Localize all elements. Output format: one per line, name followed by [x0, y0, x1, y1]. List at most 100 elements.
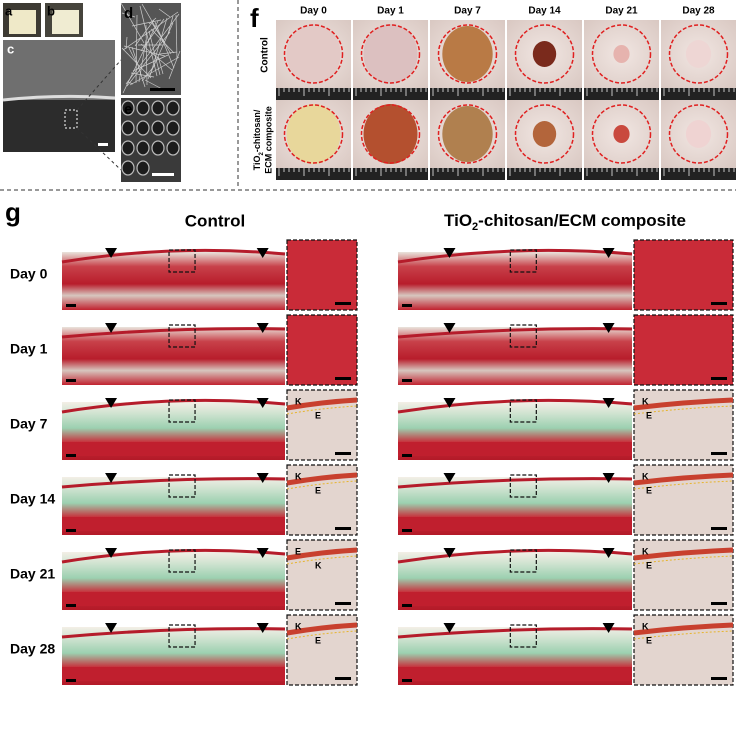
column-header: Control — [185, 211, 245, 230]
row-label: TiO2-chitosan/ — [252, 109, 264, 170]
layer-marker: E — [315, 485, 321, 495]
wound — [685, 120, 712, 148]
layer-marker: K — [642, 546, 649, 556]
pore — [151, 100, 165, 116]
scaffold — [52, 10, 79, 34]
ruler — [507, 168, 582, 180]
histology-surface — [397, 548, 633, 564]
arrowhead — [443, 473, 456, 483]
sem-surface — [2, 94, 116, 102]
row-label: Day 28 — [10, 641, 55, 657]
fiber — [148, 30, 161, 76]
layer-marker: E — [315, 410, 321, 420]
epidermis — [286, 397, 358, 411]
zoom-line — [76, 127, 122, 171]
zoom-box — [168, 399, 196, 423]
panel-label: e — [124, 101, 132, 118]
histology-surface — [61, 548, 286, 564]
histology-surface — [397, 477, 633, 489]
scale-bar — [711, 377, 727, 380]
layer-marker: K — [642, 396, 649, 406]
arrowhead — [443, 248, 456, 258]
histology-surface — [397, 248, 633, 264]
wound — [363, 104, 418, 164]
epidermis-line — [633, 555, 734, 565]
muscle — [398, 517, 632, 531]
fiber — [145, 24, 148, 86]
wound — [363, 24, 418, 84]
ruler — [661, 88, 736, 100]
scale-bar — [66, 529, 76, 532]
histology-surface — [61, 477, 286, 489]
scale-bar — [402, 454, 412, 457]
panel-label: g — [5, 197, 21, 227]
layer-marker: K — [642, 471, 649, 481]
zoom-box — [509, 399, 537, 423]
pore — [121, 100, 135, 116]
zoom-box — [168, 324, 196, 348]
arrowhead — [256, 323, 269, 333]
epidermis — [286, 472, 358, 486]
arrowhead — [602, 398, 615, 408]
histology-surface — [397, 627, 633, 639]
scale-bar — [402, 679, 412, 682]
fiber — [132, 54, 169, 72]
epidermis — [286, 622, 358, 636]
wound — [532, 41, 557, 67]
fiber — [148, 17, 157, 25]
epidermis-line — [633, 630, 734, 640]
arrowhead — [602, 623, 615, 633]
epidermis — [633, 547, 734, 561]
histology — [62, 327, 285, 385]
fiber — [159, 51, 178, 55]
scale-bar — [711, 302, 727, 305]
scale-bar — [335, 377, 351, 380]
ruler — [584, 88, 659, 100]
label-part: TiO — [444, 211, 472, 230]
arrowhead — [602, 473, 615, 483]
pore — [136, 120, 150, 136]
arrowhead — [105, 623, 118, 633]
arrowhead — [443, 323, 456, 333]
pore — [136, 140, 150, 156]
fiber — [154, 21, 175, 69]
scale-bar — [66, 679, 76, 682]
histology — [398, 327, 632, 385]
arrowhead — [105, 398, 118, 408]
wound-outline — [514, 104, 575, 164]
ruler — [353, 168, 428, 180]
panel-label: f — [250, 3, 259, 33]
scale-bar — [711, 677, 727, 680]
wound — [442, 106, 493, 162]
scale-bar — [66, 604, 76, 607]
wound-outline — [360, 24, 421, 84]
wound — [442, 26, 493, 82]
wound-outline — [591, 24, 652, 84]
arrowhead — [105, 248, 118, 258]
panel-label: b — [47, 3, 55, 18]
scale-bar — [335, 527, 351, 530]
ruler — [584, 168, 659, 180]
arrowhead — [443, 548, 456, 558]
histology-surface — [61, 398, 286, 414]
row-label: Day 7 — [10, 416, 48, 432]
wound — [532, 121, 557, 147]
layer-marker: E — [646, 410, 652, 420]
day-header: Day 1 — [377, 6, 404, 17]
zoom-box — [509, 474, 537, 498]
sem-image — [121, 3, 181, 95]
wound — [286, 24, 341, 84]
ruler — [661, 168, 736, 180]
scale-bar — [402, 604, 412, 607]
layer-marker: K — [295, 471, 302, 481]
wound-outline — [591, 104, 652, 164]
pore — [121, 120, 135, 136]
histology-surface — [61, 327, 286, 339]
histology-surface — [61, 248, 286, 264]
scale-bar — [402, 529, 412, 532]
scale-bar — [402, 379, 412, 382]
row-label: ECM composite — [263, 106, 273, 174]
arrowhead — [602, 248, 615, 258]
epidermis-line — [633, 480, 734, 490]
scale-bar — [711, 602, 727, 605]
